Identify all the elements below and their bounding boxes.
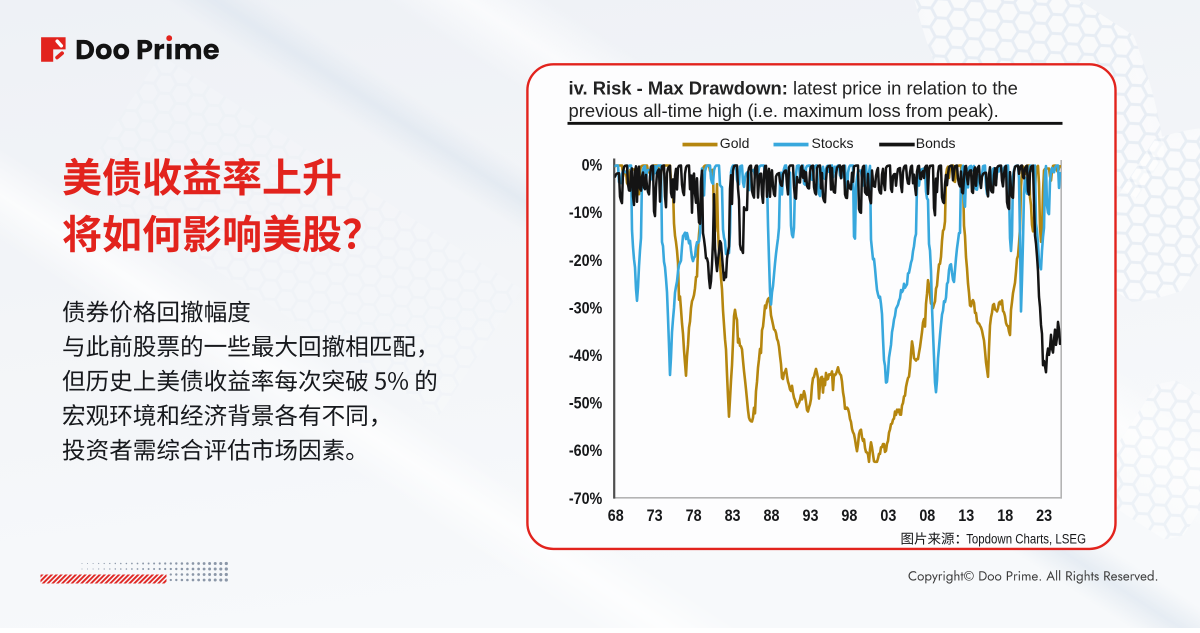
svg-text:-60%: -60% bbox=[569, 442, 603, 460]
svg-text:68: 68 bbox=[608, 507, 624, 525]
svg-text:-20%: -20% bbox=[569, 252, 603, 270]
svg-text:18: 18 bbox=[997, 507, 1013, 525]
svg-text:88: 88 bbox=[764, 507, 780, 525]
svg-text:iv. Risk - Max Drawdown: lates: iv. Risk - Max Drawdown: latest price in… bbox=[569, 77, 1018, 98]
svg-text:Stocks: Stocks bbox=[812, 135, 854, 151]
svg-text:78: 78 bbox=[686, 507, 702, 525]
svg-text:Gold: Gold bbox=[720, 135, 750, 151]
svg-text:-50%: -50% bbox=[569, 395, 603, 413]
svg-text:Bonds: Bonds bbox=[916, 135, 956, 151]
svg-text:93: 93 bbox=[802, 507, 818, 525]
svg-text:08: 08 bbox=[919, 507, 935, 525]
svg-text:23: 23 bbox=[1036, 507, 1052, 525]
svg-text:83: 83 bbox=[725, 507, 741, 525]
svg-text:previous all-time high (i.e. m: previous all-time high (i.e. maximum los… bbox=[569, 100, 999, 121]
svg-text:-40%: -40% bbox=[569, 347, 603, 365]
svg-text:Topdown Charts, LSEG: Topdown Charts, LSEG bbox=[966, 532, 1086, 547]
svg-text:0%: 0% bbox=[582, 157, 603, 175]
svg-text:-30%: -30% bbox=[569, 300, 603, 318]
svg-text:-10%: -10% bbox=[569, 204, 603, 222]
svg-text:98: 98 bbox=[841, 507, 857, 525]
svg-text:13: 13 bbox=[958, 507, 974, 525]
svg-text:-70%: -70% bbox=[569, 490, 603, 508]
svg-text:73: 73 bbox=[647, 507, 663, 525]
svg-text:03: 03 bbox=[880, 507, 896, 525]
